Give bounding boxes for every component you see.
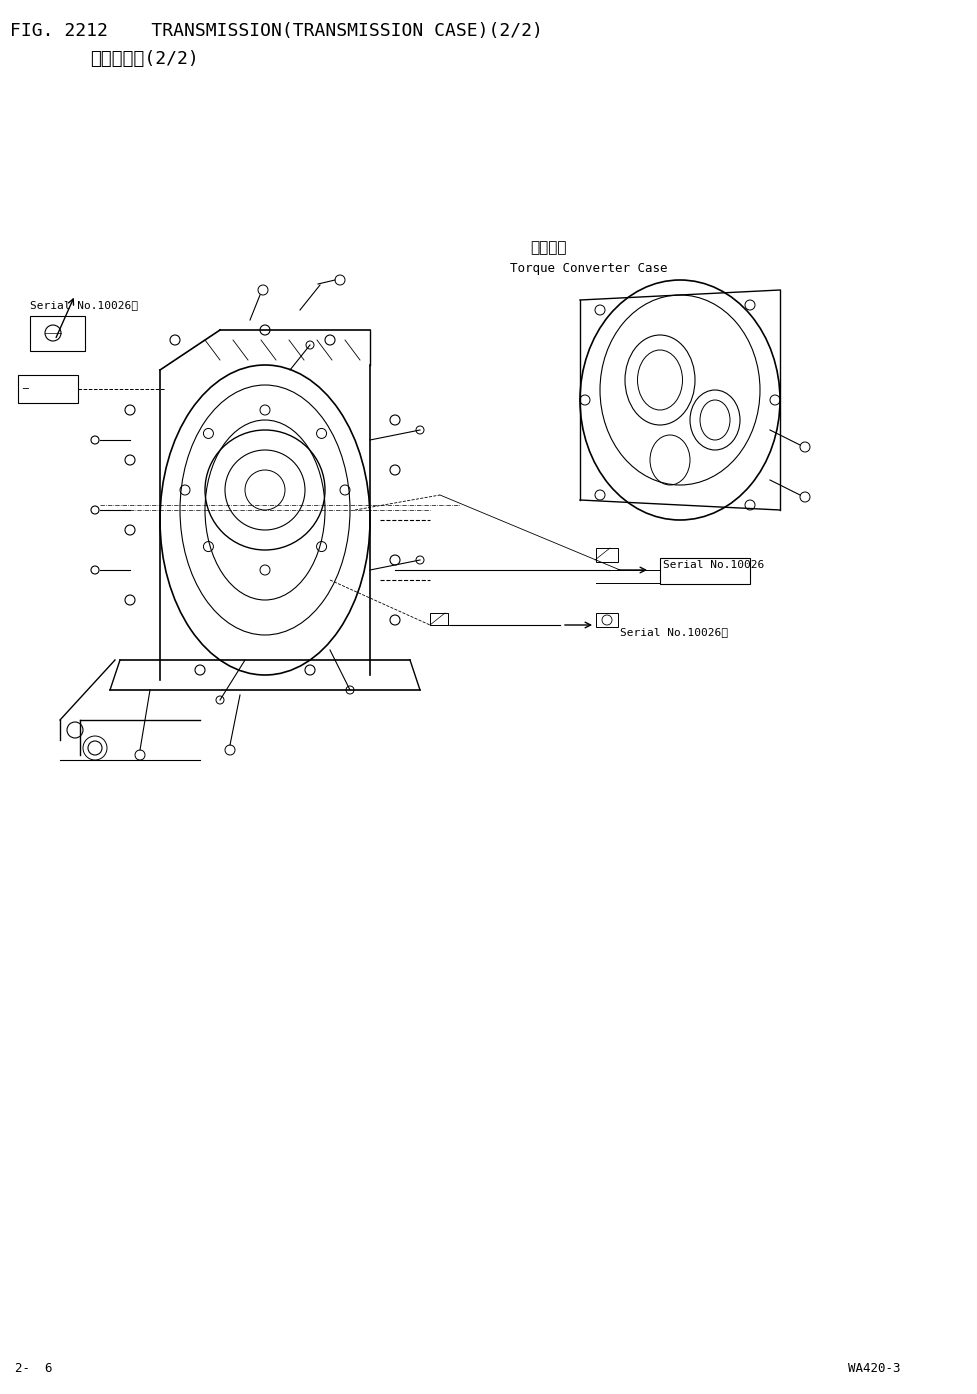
Bar — [18, 375, 78, 403]
Text: ─: ─ — [22, 383, 28, 395]
Bar — [660, 558, 750, 584]
Text: Serial No.10026: Serial No.10026 — [663, 560, 764, 570]
Text: Serial No.10026～: Serial No.10026～ — [620, 627, 728, 637]
Text: 2-  6: 2- 6 — [15, 1362, 53, 1374]
Bar — [596, 548, 618, 562]
Bar — [596, 613, 618, 627]
Text: WA420-3: WA420-3 — [847, 1362, 900, 1374]
Text: 变速笩壳体(2/2): 变速笩壳体(2/2) — [90, 50, 198, 68]
Text: FIG. 2212    TRANSMISSION(TRANSMISSION CASE)(2/2): FIG. 2212 TRANSMISSION(TRANSMISSION CASE… — [10, 22, 543, 40]
Bar — [30, 316, 85, 351]
Bar — [430, 613, 448, 625]
Text: Serial No.10026～: Serial No.10026～ — [30, 300, 138, 309]
Text: 变矩器壳: 变矩器壳 — [530, 240, 567, 255]
Text: Torque Converter Case: Torque Converter Case — [510, 262, 667, 275]
